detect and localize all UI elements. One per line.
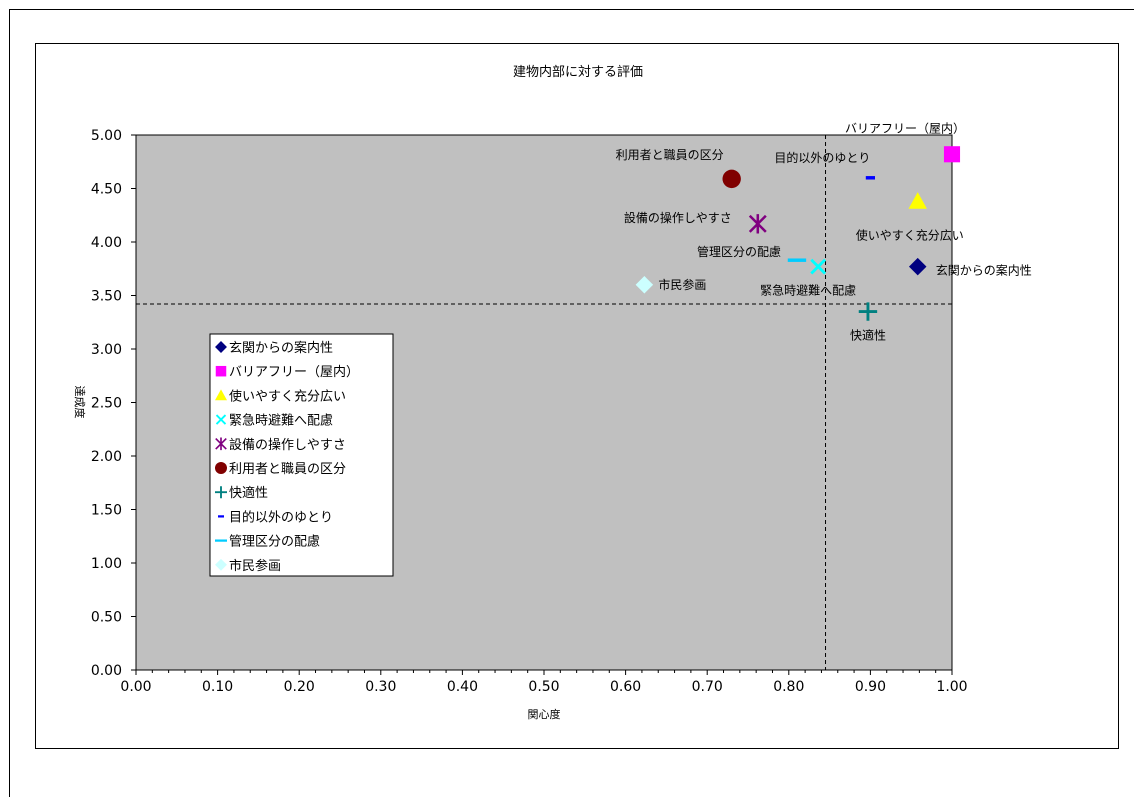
- legend-marker: [215, 341, 227, 353]
- x-tick-label: 0.10: [202, 679, 233, 695]
- plus-shape: [215, 486, 227, 499]
- circle-shape: [722, 169, 741, 189]
- data-point: [865, 176, 875, 180]
- point-label: 市民参画: [658, 277, 706, 292]
- x-tick-label: 0.50: [528, 679, 559, 695]
- long-dash-shape: [215, 539, 227, 542]
- triangle-shape: [908, 192, 927, 209]
- data-point: [722, 169, 741, 189]
- diamond-shape: [215, 341, 227, 353]
- data-point: [810, 258, 827, 275]
- point-label: バリアフリー（屋内）: [845, 121, 965, 135]
- diamond-shape: [215, 558, 227, 571]
- outer-frame: [9, 9, 1134, 797]
- plus-shape: [858, 302, 878, 321]
- data-point: [943, 146, 961, 163]
- x-shape: [215, 414, 227, 425]
- point-label: 玄関からの案内性: [936, 263, 1032, 278]
- legend-box: [209, 333, 394, 577]
- x-tick-label: 0.40: [447, 679, 478, 695]
- x-tick-label: 0.60: [610, 679, 641, 695]
- legend-label: 玄関からの案内性: [229, 340, 333, 356]
- axes: 0.00 0.10 0.20 0.30 0.40 0.50 0.60 0.70 0.80 0.90…: [91, 128, 968, 695]
- x-tick-label: 1.00: [936, 679, 967, 695]
- data-point: [787, 258, 807, 262]
- data-point: [858, 302, 878, 321]
- point-label: 使いやすく充分広い: [856, 227, 964, 242]
- diamond-shape: [908, 257, 927, 276]
- y-tick-label: 4.00: [91, 235, 122, 251]
- y-tick-label: 1.50: [91, 503, 122, 519]
- y-tick-label: 3.00: [91, 342, 122, 358]
- x-tick-label: 0.90: [855, 679, 886, 695]
- legend-marker: [215, 539, 227, 542]
- y-tick-label: 5.00: [91, 128, 122, 144]
- legend-marker: [215, 558, 227, 571]
- point-label: 利用者と職員の区分: [616, 148, 724, 162]
- data-point: [748, 214, 767, 234]
- data-points: [635, 146, 961, 321]
- y-axis-label: 達成度: [73, 386, 87, 419]
- x-shape: [810, 258, 827, 275]
- y-tick-label: 4.50: [91, 182, 122, 198]
- reference-lines: [136, 135, 952, 670]
- data-point: [908, 257, 927, 276]
- legend-label: 目的以外のゆとり: [229, 509, 333, 525]
- x-tick-label: 0.80: [773, 679, 804, 695]
- data-point: [635, 276, 654, 294]
- data-point: [908, 192, 927, 209]
- x-tick-label: 0.20: [284, 679, 315, 695]
- legend-marker: [215, 462, 227, 474]
- circle-shape: [215, 462, 227, 474]
- x-tick-label: 0.30: [365, 679, 396, 695]
- legend-label: 快適性: [229, 485, 268, 501]
- y-tick-label: 2.50: [91, 396, 122, 412]
- triangle-shape: [215, 389, 227, 401]
- x-tick-label: 0.70: [692, 679, 723, 695]
- legend-label: バリアフリー（屋内）: [229, 364, 359, 380]
- legend-marker: [215, 486, 227, 499]
- legend-label: 利用者と職員の区分: [229, 462, 346, 477]
- legend-label: 緊急時避難へ配慮: [229, 414, 333, 429]
- x-axis-label: 関心度: [528, 707, 561, 721]
- point-label: 目的以外のゆとり: [774, 150, 870, 165]
- point-label: 快適性: [850, 328, 886, 343]
- legend-label: 設備の操作しやすさ: [229, 437, 346, 453]
- legend-marker: [218, 515, 224, 518]
- y-tick-label: 0.00: [91, 663, 122, 679]
- x-tick-label: 0.00: [120, 679, 151, 695]
- square-shape: [943, 146, 961, 163]
- y-tick-label: 3.50: [91, 289, 122, 305]
- diamond-shape: [635, 276, 654, 294]
- legend-marker: [215, 414, 227, 425]
- point-label: 管理区分の配慮: [697, 244, 781, 259]
- square-shape: [215, 365, 227, 377]
- legend-label: 市民参画: [229, 558, 281, 574]
- chart-title: 建物内部に対する評価: [513, 64, 643, 80]
- long-dash-shape: [787, 258, 807, 262]
- y-tick-label: 2.00: [91, 449, 122, 465]
- asterisk-shape: [748, 214, 767, 234]
- legend-marker: [215, 365, 227, 377]
- y-tick-label: 1.00: [91, 556, 122, 572]
- y-tick-label: 0.50: [91, 610, 122, 626]
- point-label: 緊急時避難へ配慮: [760, 283, 856, 298]
- dash-shape: [865, 176, 875, 180]
- legend-marker: [215, 389, 227, 401]
- legend-marker: [215, 437, 227, 451]
- dash-shape: [218, 515, 224, 518]
- legend-label: 管理区分の配慮: [229, 535, 320, 550]
- legend-label: 使いやすく充分広い: [229, 388, 346, 404]
- asterisk-shape: [215, 437, 227, 451]
- point-label: 設備の操作しやすさ: [624, 210, 732, 225]
